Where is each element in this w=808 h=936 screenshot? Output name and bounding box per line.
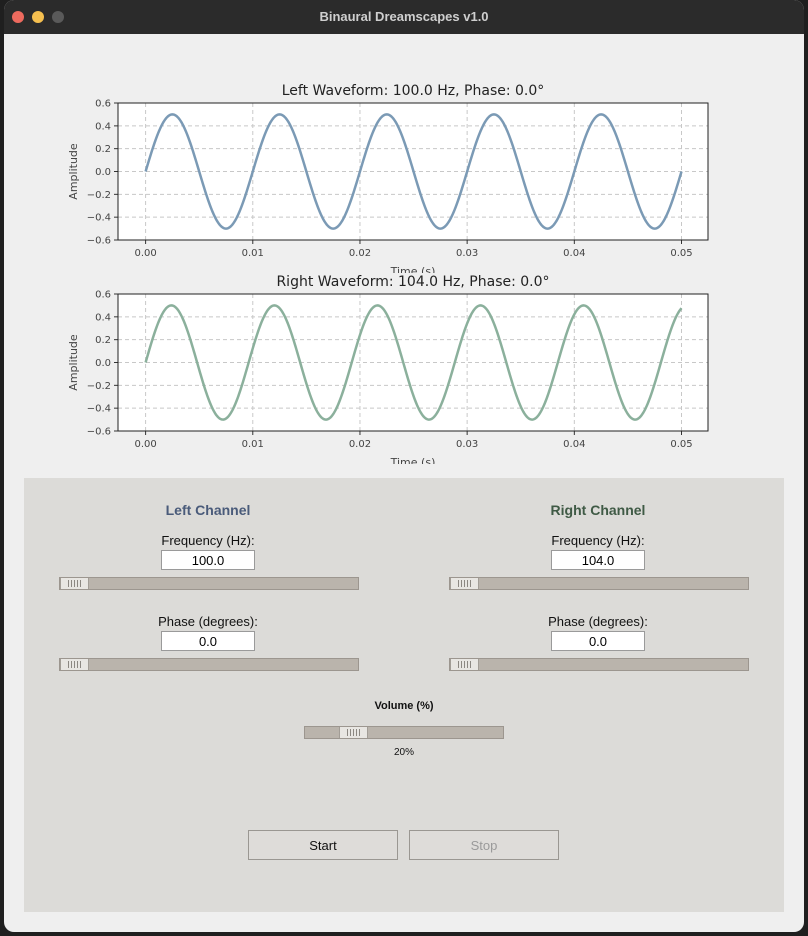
y-axis-label: Amplitude — [67, 334, 80, 391]
x-tick-label: 0.04 — [563, 439, 585, 450]
close-window-button[interactable] — [12, 11, 24, 23]
y-tick-label: 0.6 — [95, 290, 111, 301]
stop-button[interactable]: Stop — [409, 830, 559, 860]
y-tick-label: −0.4 — [87, 213, 111, 224]
left-frequency-slider[interactable] — [59, 577, 359, 590]
y-tick-label: 0.4 — [95, 312, 111, 323]
x-tick-label: 0.05 — [670, 248, 692, 259]
x-tick-label: 0.02 — [349, 248, 371, 259]
y-axis-label: Amplitude — [67, 143, 80, 200]
y-tick-label: −0.6 — [87, 427, 111, 438]
x-tick-label: 0.03 — [456, 248, 478, 259]
y-tick-label: −0.6 — [87, 236, 111, 247]
y-tick-label: −0.2 — [87, 381, 111, 392]
right-frequency-slider[interactable] — [449, 577, 749, 590]
waveform-line — [144, 113, 683, 230]
right-phase-label: Phase (degrees): — [548, 614, 648, 629]
right-frequency-slider-thumb[interactable] — [450, 578, 479, 589]
app-window: Binaural Dreamscapes v1.0 Left Waveform:… — [4, 0, 804, 932]
x-tick-label: 0.02 — [349, 439, 371, 450]
volume-slider-thumb[interactable] — [338, 727, 368, 738]
left-frequency-slider-thumb[interactable] — [60, 578, 89, 589]
left-channel-header: Left Channel — [165, 502, 251, 518]
x-tick-label: 0.04 — [563, 248, 585, 259]
volume-label: Volume (%) — [374, 700, 434, 712]
minimize-window-button[interactable] — [32, 11, 44, 23]
left-frequency-input[interactable] — [161, 550, 255, 570]
x-axis-label: Time (s) — [390, 456, 436, 464]
x-tick-label: 0.01 — [242, 248, 264, 259]
right-waveform-chart: Right Waveform: 104.0 Hz, Phase: 0.0° 0.6… — [67, 274, 709, 464]
y-tick-label: −0.2 — [87, 190, 111, 201]
x-axis-label: Time (s) — [390, 265, 436, 273]
right-frequency-input[interactable] — [551, 550, 645, 570]
x-tick-label: 0.00 — [134, 248, 156, 259]
y-tick-label: 0.2 — [95, 335, 111, 346]
waveform-line — [144, 304, 683, 421]
chart-title: Right Waveform: 104.0 Hz, Phase: 0.0° — [276, 274, 549, 290]
left-frequency-label: Frequency (Hz): — [161, 533, 255, 548]
zoom-window-button[interactable] — [52, 11, 64, 23]
right-frequency-label: Frequency (Hz): — [551, 533, 645, 548]
plot-frame — [117, 293, 709, 432]
y-tick-label: 0.4 — [95, 121, 111, 132]
x-tick-label: 0.00 — [134, 439, 156, 450]
right-phase-slider[interactable] — [449, 658, 749, 671]
volume-value: 20% — [393, 747, 414, 758]
x-tick-label: 0.03 — [456, 439, 478, 450]
chart-title: Left Waveform: 100.0 Hz, Phase: 0.0° — [282, 83, 545, 99]
left-waveform-chart: Left Waveform: 100.0 Hz, Phase: 0.0° 0.6 0… — [67, 83, 709, 273]
plot-frame — [117, 102, 709, 241]
y-tick-label: 0.0 — [95, 358, 111, 369]
right-phase-input[interactable] — [551, 631, 645, 651]
title-bar: Binaural Dreamscapes v1.0 — [4, 0, 804, 34]
y-tick-label: 0.2 — [95, 144, 111, 155]
start-button[interactable]: Start — [248, 830, 398, 860]
y-tick-label: 0.6 — [95, 99, 111, 110]
window-title: Binaural Dreamscapes v1.0 — [319, 9, 489, 24]
control-panel: Left Channel Frequency (Hz): Phase (degr… — [24, 478, 784, 912]
right-phase-slider-thumb[interactable] — [450, 659, 479, 670]
volume-slider[interactable] — [304, 726, 504, 739]
x-tick-label: 0.05 — [670, 439, 692, 450]
left-phase-input[interactable] — [161, 631, 255, 651]
y-tick-label: 0.0 — [95, 167, 111, 178]
left-phase-slider-thumb[interactable] — [60, 659, 89, 670]
left-phase-label: Phase (degrees): — [158, 614, 258, 629]
y-tick-label: −0.4 — [87, 404, 111, 415]
x-tick-label: 0.01 — [242, 439, 264, 450]
right-channel-header: Right Channel — [550, 502, 646, 518]
left-phase-slider[interactable] — [59, 658, 359, 671]
